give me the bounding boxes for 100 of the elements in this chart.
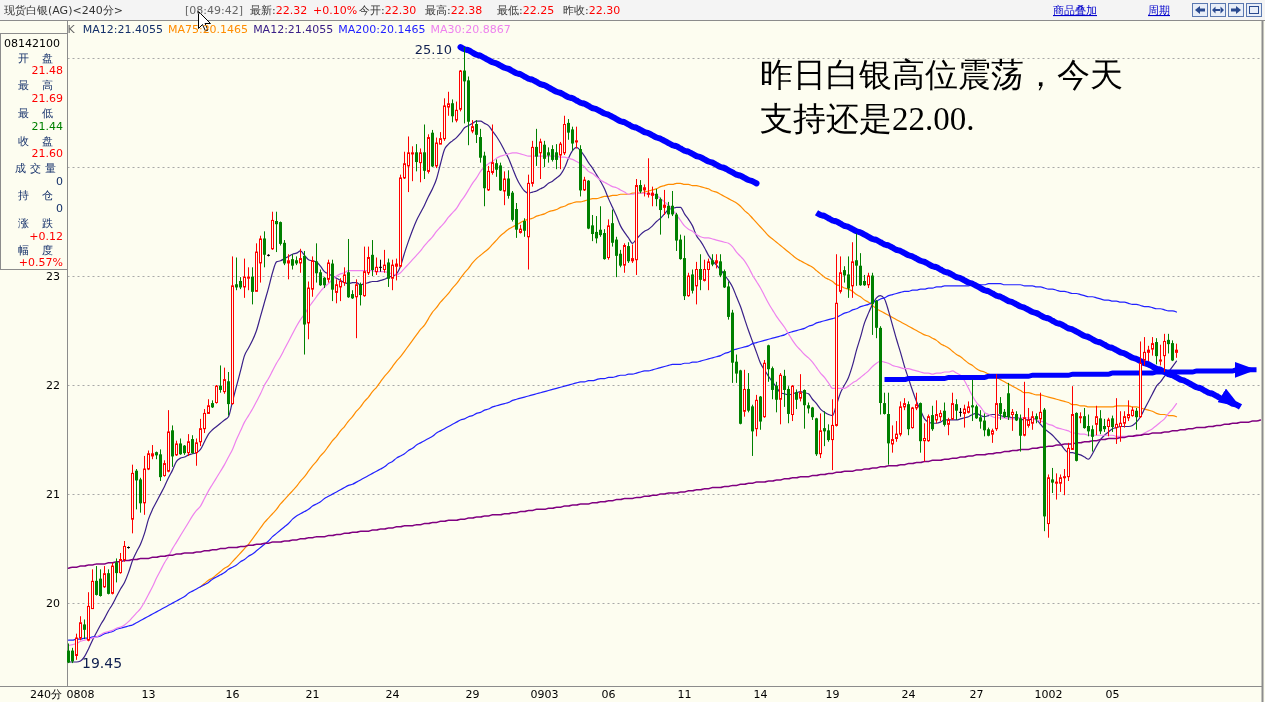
candlestick	[687, 272, 690, 298]
text: 收 盘	[17, 135, 53, 148]
x-tick-label: 14	[753, 688, 768, 701]
candlestick	[187, 433, 190, 457]
candlestick	[315, 242, 318, 284]
candlestick	[1031, 410, 1034, 431]
candlestick	[1051, 467, 1054, 494]
candlestick	[219, 364, 222, 394]
x-tick-label: 29	[465, 688, 480, 701]
candlestick	[107, 568, 110, 595]
text: 240分	[30, 688, 62, 701]
text: 幅 度	[17, 244, 53, 257]
text: 最新:22.32	[250, 4, 308, 17]
text: 今开:22.30	[359, 4, 417, 17]
candlestick	[651, 186, 654, 207]
candlestick	[383, 249, 386, 274]
candlestick	[955, 398, 958, 421]
x-tick-label: 06	[601, 688, 616, 701]
candlestick	[355, 278, 358, 339]
candlestick	[539, 138, 542, 180]
candlestick	[503, 170, 506, 206]
candlestick	[419, 147, 422, 183]
candlestick	[227, 371, 230, 417]
candlestick	[1023, 381, 1026, 437]
candlestick	[695, 261, 698, 305]
text: 周期	[1148, 4, 1170, 17]
candlestick	[359, 282, 362, 306]
candlestick	[1019, 414, 1022, 453]
candlestick	[707, 258, 710, 291]
candlestick	[1083, 407, 1086, 430]
candlestick	[235, 257, 238, 291]
candlestick	[343, 266, 346, 287]
text: 21.69	[31, 92, 63, 105]
candlestick	[299, 248, 302, 274]
candlestick	[387, 258, 390, 288]
candlestick	[475, 119, 478, 144]
candlestick	[663, 189, 666, 216]
candlestick	[415, 143, 418, 172]
candlestick	[1055, 472, 1058, 501]
candlestick	[623, 242, 626, 274]
x-tick-label: 24	[385, 688, 400, 701]
x-tick-label: 11	[677, 688, 692, 701]
candlestick	[435, 137, 438, 169]
candlestick	[1039, 392, 1042, 424]
y-tick-label: 20	[46, 597, 60, 611]
x-tick-label: 0903	[530, 688, 559, 701]
y-tick-label: 22	[46, 379, 60, 393]
candlestick	[159, 448, 162, 482]
text: 持 仓	[17, 189, 53, 202]
candlestick	[195, 438, 198, 467]
candlestick	[795, 388, 798, 410]
x-tick-label: 0808	[66, 688, 95, 701]
candlestick	[451, 98, 454, 123]
candlestick	[1107, 417, 1110, 437]
text: 商品叠加	[1053, 4, 1097, 17]
candlestick	[571, 126, 574, 152]
candlestick	[983, 412, 986, 437]
candlestick	[691, 269, 694, 294]
candlestick	[927, 414, 930, 443]
line-series	[199, 182, 1178, 588]
candlestick	[627, 241, 630, 264]
text: 最 高	[17, 79, 53, 92]
candlestick	[839, 255, 842, 294]
candlestick	[883, 392, 886, 416]
x-tick-label: 16	[225, 688, 240, 701]
text: [08:49:42]	[185, 4, 243, 17]
candlestick	[287, 253, 290, 280]
candlestick	[743, 369, 746, 418]
candlestick	[223, 367, 226, 395]
candlestick	[759, 395, 762, 431]
candlestick	[243, 258, 246, 299]
x-tick-label: 19	[825, 688, 840, 701]
text: 最 低	[17, 107, 53, 120]
candlestick	[103, 565, 106, 589]
candlestick	[411, 145, 414, 182]
text: 最高:22.38	[425, 4, 483, 17]
text: 08142100	[4, 37, 60, 50]
candlestick	[855, 233, 858, 287]
candlestick	[115, 557, 118, 583]
candlestick	[543, 140, 546, 168]
x-tick-label: 27	[969, 688, 984, 701]
candlestick	[819, 412, 822, 459]
text: MA12:21.4055	[253, 23, 334, 36]
annotation: 19.45	[82, 655, 123, 671]
candlestick	[499, 162, 502, 192]
candlestick	[327, 259, 330, 284]
candlestick	[535, 128, 538, 167]
candlestick	[847, 255, 850, 299]
candlestick	[699, 253, 702, 291]
candlestick	[555, 143, 558, 170]
candlestick	[1115, 397, 1118, 445]
candlestick	[251, 266, 254, 305]
y-tick-label: 21	[46, 488, 60, 502]
candlestick	[823, 410, 826, 447]
candlestick	[647, 157, 650, 199]
candlestick	[951, 392, 954, 421]
x-tick-label: 21	[305, 688, 320, 701]
candlestick	[1095, 405, 1098, 436]
candlestick	[407, 135, 410, 193]
text: 0	[56, 202, 63, 215]
